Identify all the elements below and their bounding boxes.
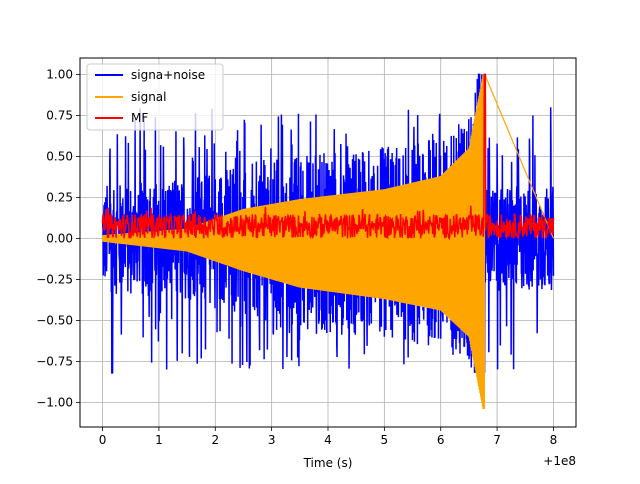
- legend-label-signal: signal: [131, 90, 167, 104]
- legend-label-mf: MF: [131, 111, 148, 125]
- x-tick-label: 1: [155, 433, 163, 447]
- y-tick-label: 0.25: [46, 190, 73, 204]
- series-layer: [101, 73, 555, 409]
- x-axis-label: Time (s): [303, 456, 353, 470]
- y-tick-label: −0.50: [36, 313, 73, 327]
- series-line-mf: [101, 73, 555, 241]
- y-tick-label: 1.00: [46, 67, 73, 81]
- y-tick-label: 0.50: [46, 149, 73, 163]
- x-tick-label: 5: [381, 433, 389, 447]
- legend-box: [86, 63, 224, 131]
- ticks: 0 1 2 3 4 5 6 7 8 −1.00 −0.75 −0.50 −0.25 0.00 0.25 0.5…: [36, 67, 557, 447]
- x-tick-label: 6: [437, 433, 445, 447]
- y-tick-label: −1.00: [36, 395, 73, 409]
- legend: signa+noise signal MF: [86, 63, 224, 131]
- y-tick-label: 0.00: [46, 231, 73, 245]
- x-offset-text: +1e8: [543, 454, 576, 468]
- x-tick-label: 0: [99, 433, 107, 447]
- x-tick-label: 7: [493, 433, 501, 447]
- x-tick-label: 3: [268, 433, 276, 447]
- legend-label-signal-noise: signa+noise: [131, 68, 205, 82]
- y-tick-label: 0.75: [46, 108, 73, 122]
- y-tick-label: −0.25: [36, 272, 73, 286]
- x-tick-label: 4: [324, 433, 332, 447]
- y-tick-label: −0.75: [36, 354, 73, 368]
- x-tick-label: 2: [211, 433, 219, 447]
- x-tick-label: 8: [550, 433, 558, 447]
